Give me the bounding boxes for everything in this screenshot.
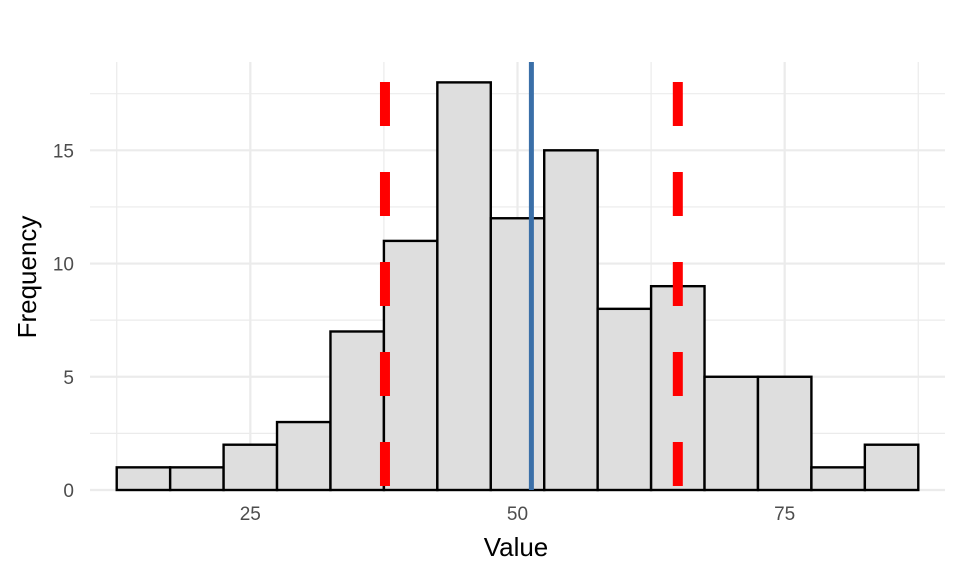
x-tick-label: 50 — [507, 504, 528, 525]
histogram-bar — [115, 466, 172, 492]
histogram-bar — [810, 466, 867, 492]
x-tick-label: 25 — [240, 504, 261, 525]
bars-layer — [115, 81, 920, 492]
y-tick-label: 5 — [63, 368, 74, 389]
histogram-bar — [382, 239, 439, 492]
tick-labels-layer: 25 50 75 0 5 10 15 — [53, 141, 795, 525]
histogram-bar — [489, 217, 546, 492]
y-tick-label: 15 — [53, 141, 74, 162]
histogram-bar — [275, 420, 332, 492]
reference-lines-layer — [379, 62, 683, 490]
y-tick-label: 0 — [63, 481, 74, 502]
histogram-bar — [329, 330, 386, 492]
histogram-bar — [168, 466, 225, 492]
histogram-bar — [436, 81, 492, 492]
histogram-bar — [863, 443, 920, 492]
histogram-bar — [596, 307, 653, 492]
x-tick-label: 75 — [774, 504, 795, 525]
y-axis-title: Frequency — [12, 216, 42, 339]
x-axis-title: Value — [484, 532, 549, 562]
histogram-bar — [756, 375, 813, 492]
histogram-bar — [703, 375, 760, 492]
histogram-bar — [222, 443, 279, 492]
histogram-bar — [543, 149, 599, 492]
y-tick-label: 10 — [53, 255, 74, 276]
